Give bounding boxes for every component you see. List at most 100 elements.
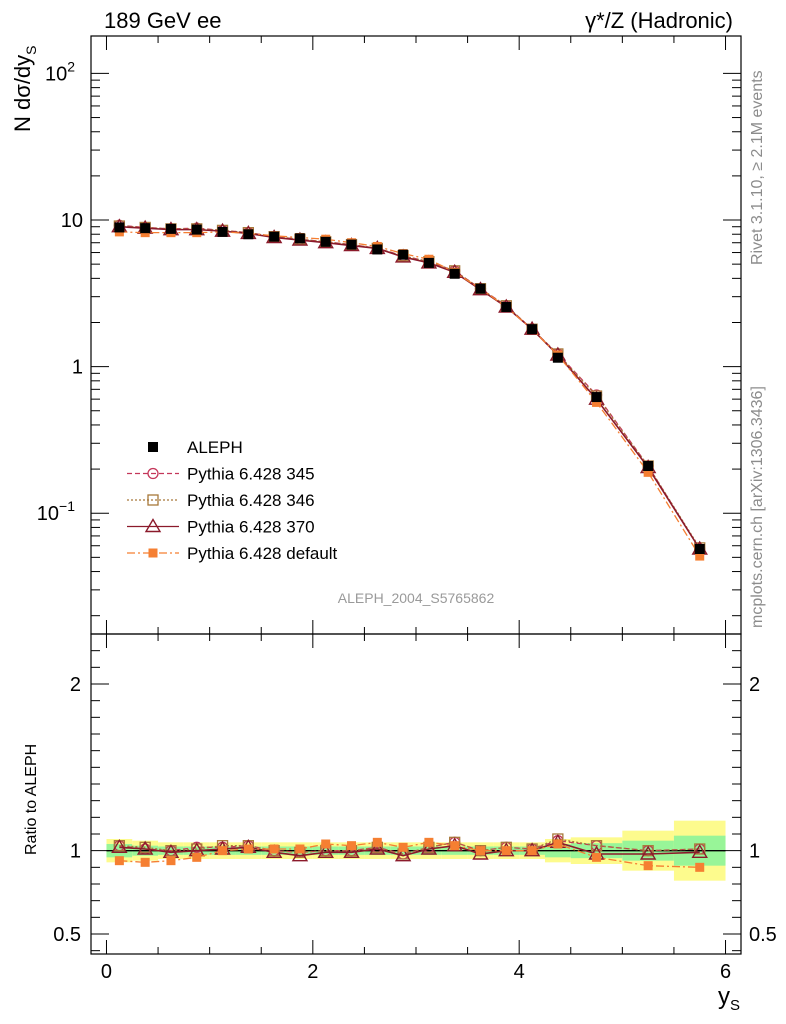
main-point-aleph: [269, 231, 280, 242]
main-point-aleph: [475, 283, 486, 294]
ratio-point-pythia-6-428-default: [218, 846, 228, 856]
mcplots-credit-text: mcplots.cern.ch [arXiv:1306.3436]: [749, 386, 766, 628]
ratio-series-line-pythia-6-428-346: [119, 838, 700, 855]
main-series-layer: [111, 218, 708, 561]
ratio-y-tick-label-right: 1: [749, 841, 760, 863]
ratio-y-ticks: 2 2 1 1 0.5 0.5: [53, 650, 777, 952]
ratio-point-pythia-6-428-default: [643, 861, 653, 871]
legend-marker-pythia-6-428-default: [148, 548, 158, 558]
ratio-point-pythia-6-428-346: [590, 840, 603, 852]
ratio-point-pythia-6-428-default: [527, 846, 537, 856]
ratio-x-tick-label: 0: [101, 961, 112, 983]
main-point-aleph: [552, 352, 563, 363]
ratio-point-pythia-6-428-default: [166, 856, 176, 866]
legend-marker-aleph: [148, 442, 158, 452]
ratio-point-pythia-6-428-370: [291, 847, 309, 862]
main-point-aleph: [217, 226, 228, 237]
main-point-aleph: [372, 244, 383, 255]
main-point-aleph: [320, 236, 331, 247]
legend-label-aleph: ALEPH: [187, 438, 243, 457]
legend-label-pythia-6-428-default: Pythia 6.428 default: [187, 544, 338, 563]
ratio-panel-frame: [90, 633, 742, 955]
main-y-axis-label: N dσ/dyS: [10, 45, 39, 132]
main-y-tick-label-exp: −1: [59, 498, 75, 514]
ratio-point-pythia-6-428-default: [501, 846, 511, 856]
header-right-title: γ*/Z (Hadronic): [585, 8, 733, 33]
ratio-y-tick-label-right: 0.5: [749, 924, 777, 946]
main-point-aleph: [191, 224, 202, 235]
header-left-title: 189 GeV ee: [104, 8, 221, 33]
main-y-tick-label-base: 10: [37, 503, 59, 525]
main-point-pythia-6-428-default: [592, 397, 602, 407]
x-axis-label: yS: [718, 983, 740, 1014]
main-y-tick-label: 1: [72, 357, 83, 379]
main-point-pythia-6-428-default: [695, 551, 705, 561]
ratio-y-tick-label-right: 2: [749, 674, 760, 696]
ratio-point-pythia-6-428-370: [369, 840, 386, 855]
ratio-point-pythia-6-428-default: [347, 841, 357, 851]
legend-label-pythia-6-428-345: Pythia 6.428 345: [187, 465, 315, 484]
main-point-aleph: [243, 229, 254, 240]
ratio-point-pythia-6-428-370: [136, 840, 154, 855]
ratio-series-layer: [111, 833, 708, 872]
main-point-aleph: [449, 268, 460, 279]
legend: ALEPH Pythia 6.428 345 Pythia 6.428 346 Pyt…: [127, 438, 338, 563]
ratio-y-tick-label-left: 0.5: [53, 924, 81, 946]
main-y-tick-label-exp: 2: [67, 58, 75, 74]
ratio-series-line-pythia-6-428-345: [119, 840, 700, 855]
main-point-aleph: [165, 223, 176, 234]
ratio-series-line-pythia-6-428-370: [119, 841, 700, 857]
legend-marker-pythia-6-428-370: [144, 518, 162, 533]
ratio-point-pythia-6-428-370: [394, 847, 412, 862]
legend-marker-pythia-6-428-346: [147, 494, 159, 506]
main-point-aleph: [346, 239, 357, 250]
ratio-x-tick-label: 2: [307, 961, 318, 983]
main-y-tick-label: 10−1: [37, 498, 75, 525]
ratio-point-pythia-6-428-370: [317, 843, 334, 859]
ratio-point-pythia-6-428-370: [420, 840, 438, 855]
ratio-point-pythia-6-428-default: [398, 842, 408, 852]
main-x-ticks: [105, 36, 727, 634]
ratio-point-pythia-6-428-default: [269, 844, 279, 854]
ratio-y-axis-label: Ratio to ALEPH: [23, 744, 40, 855]
ratio-point-pythia-6-428-default: [695, 862, 705, 872]
ratio-point-pythia-6-428-default: [114, 856, 124, 866]
ratio-point-pythia-6-428-370: [639, 845, 657, 860]
ratio-point-pythia-6-428-default: [450, 841, 460, 851]
ratio-point-pythia-6-428-370: [343, 843, 360, 859]
main-point-aleph: [591, 392, 602, 403]
main-point-aleph: [114, 222, 125, 233]
ratio-x-ticks: 0 2 4 6: [101, 634, 731, 983]
ratio-x-tick-label: 6: [720, 961, 731, 983]
ratio-point-pythia-6-428-default: [553, 839, 563, 849]
main-y-tick-label-base: 10: [45, 63, 67, 85]
ratio-point-pythia-6-428-370: [111, 838, 128, 854]
ratio-point-pythia-6-428-default: [140, 857, 150, 867]
legend-label-pythia-6-428-370: Pythia 6.428 370: [187, 518, 315, 537]
main-y-tick-label: 102: [45, 58, 75, 85]
main-point-aleph: [527, 324, 538, 335]
ratio-point-pythia-6-428-default: [372, 837, 382, 847]
legend-marker-pythia-6-428-345: [147, 467, 159, 480]
main-point-aleph: [423, 257, 434, 268]
main-point-pythia-6-428-default: [643, 467, 653, 477]
rivet-version-text: Rivet 3.1.10, ≥ 2.1M events: [749, 70, 766, 265]
ratio-point-pythia-6-428-default: [192, 852, 202, 862]
ratio-y-tick-label-left: 1: [70, 841, 81, 863]
ratio-point-pythia-6-428-370: [691, 843, 708, 859]
main-point-aleph: [694, 544, 705, 555]
main-y-tick-label: 10: [61, 210, 83, 232]
main-point-aleph: [501, 302, 512, 313]
ratio-point-pythia-6-428-default: [475, 846, 485, 856]
ratio-point-pythia-6-428-default: [321, 839, 331, 849]
main-point-aleph: [398, 249, 409, 260]
ratio-point-pythia-6-428-default: [243, 844, 253, 854]
main-point-aleph: [643, 460, 654, 471]
ratio-point-pythia-6-428-default: [424, 837, 434, 847]
main-point-aleph: [140, 223, 151, 234]
main-point-aleph: [294, 233, 305, 244]
analysis-watermark: ALEPH_2004_S5765862: [338, 590, 495, 606]
ratio-y-tick-label-left: 2: [70, 674, 81, 696]
ratio-point-pythia-6-428-default: [295, 844, 305, 854]
